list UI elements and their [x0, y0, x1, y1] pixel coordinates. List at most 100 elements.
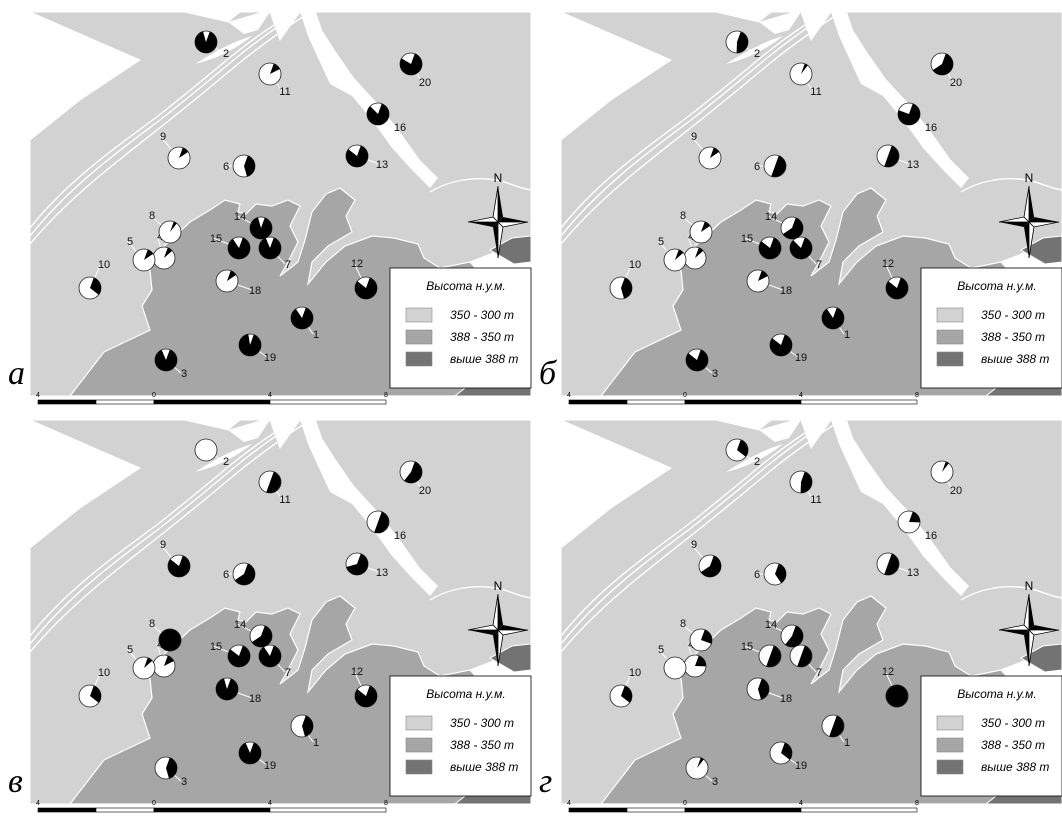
scale-bar: 4 0 4 8	[567, 800, 919, 813]
site-number: 2	[754, 48, 760, 60]
site-pie-dark	[354, 277, 377, 300]
site-marker: 11	[258, 62, 291, 98]
site-marker: 3	[685, 756, 718, 788]
site-number: 10	[629, 667, 641, 679]
scale-bar-segment	[626, 399, 686, 405]
site-number: 12	[882, 258, 894, 270]
site-marker: 16	[897, 510, 937, 542]
site-number: 13	[376, 567, 388, 579]
terrain	[561, 12, 1062, 396]
site-pie-dark	[144, 249, 154, 260]
shoreline	[960, 586, 1062, 601]
site-marker: 14	[234, 211, 273, 240]
site-pie-dark	[758, 678, 769, 700]
site-number: 12	[351, 666, 363, 678]
site-pie-dark	[781, 742, 792, 760]
river-line	[30, 12, 301, 237]
site-pie-dark	[290, 307, 313, 330]
site-pie-dark	[270, 63, 280, 74]
site-number: 8	[149, 618, 155, 630]
legend-item-label: 388 - 350 m	[450, 738, 514, 752]
site-marker: 12	[882, 666, 909, 708]
site-number: 19	[264, 760, 276, 772]
high-elevation-area	[1019, 643, 1062, 673]
north-arrow-icon: N	[998, 579, 1060, 667]
site-pie-dark	[258, 645, 281, 668]
site-number: 16	[394, 122, 406, 134]
site-number: 14	[765, 211, 777, 223]
site-pie-dark	[675, 249, 684, 260]
site-pie-dark	[400, 53, 423, 76]
site-number: 3	[181, 776, 187, 788]
site-number: 8	[680, 618, 686, 630]
site-number: 3	[712, 776, 718, 788]
site-number: 1	[313, 329, 319, 341]
site-number: 12	[882, 666, 894, 678]
site-number: 10	[98, 259, 110, 271]
site-pie-dark	[736, 31, 748, 53]
site-number: 7	[285, 667, 291, 679]
site-marker: 9	[690, 539, 722, 578]
scale-bar-segment	[153, 807, 271, 813]
site-number: 11	[810, 494, 821, 506]
site-marker: 12	[351, 666, 378, 708]
map-panel: 12345678910111213141516181920NВысота н.у…	[539, 420, 1062, 813]
site-pie-light	[194, 438, 218, 462]
site-number: 7	[816, 667, 822, 679]
river-line	[30, 423, 305, 653]
site-pie-dark	[367, 103, 390, 126]
open-water-area	[300, 420, 438, 596]
site-marker: 10	[78, 667, 110, 708]
site-marker: 18	[215, 677, 261, 705]
site-marker: 20	[930, 52, 962, 89]
scale-bar: 4 0 4 8	[36, 800, 388, 813]
site-number: 6	[223, 161, 229, 173]
site-marker: 5	[657, 236, 687, 272]
site-pie-dark	[244, 155, 255, 177]
site-marker: 12	[882, 258, 909, 300]
site-marker: 1	[821, 306, 850, 341]
site-number: 5	[127, 644, 133, 656]
legend-swatch	[405, 737, 433, 753]
site-marker: 16	[366, 510, 406, 542]
site-pie-dark	[829, 715, 844, 737]
legend-item-label: 388 - 350 m	[450, 330, 514, 344]
site-number: 1	[313, 737, 319, 749]
site-number: 9	[691, 539, 697, 551]
site-number: 5	[127, 236, 133, 248]
river-line	[561, 420, 832, 645]
site-pie-dark	[90, 685, 101, 703]
site-marker: 5	[126, 644, 156, 680]
site-marker: 3	[685, 348, 718, 380]
site-marker: 7	[258, 644, 291, 679]
scale-bar-label: 4	[268, 800, 272, 807]
site-pie-dark	[801, 63, 808, 74]
site-marker: 14	[765, 211, 804, 240]
site-pie-dark	[771, 155, 786, 177]
site-marker: 6	[223, 154, 256, 178]
site-pie-dark	[775, 563, 786, 584]
site-pie-dark	[238, 334, 261, 357]
site-number: 16	[394, 530, 406, 542]
site-pie-dark	[884, 145, 899, 167]
site-number: 14	[765, 619, 777, 631]
legend-swatch	[405, 715, 433, 731]
inlet-area	[759, 420, 801, 442]
site-number: 7	[816, 259, 822, 271]
site-pie-dark	[885, 277, 908, 300]
scale-bar-label: 4	[567, 800, 571, 807]
scale-bar-label: 8	[915, 800, 919, 807]
site-marker: 3	[154, 756, 187, 788]
legend-box	[389, 675, 532, 797]
site-pie-dark	[697, 757, 704, 768]
site-number: 8	[680, 210, 686, 222]
scale-bar-label: 4	[567, 392, 571, 399]
site-pie-dark	[249, 217, 272, 240]
site-number: 13	[376, 159, 388, 171]
site-pie-dark	[942, 461, 949, 472]
site-marker: 3	[154, 348, 187, 380]
river-line	[30, 12, 297, 229]
site-marker: 11	[789, 470, 822, 506]
site-pie-dark	[345, 145, 368, 168]
site-pie-dark	[885, 684, 909, 708]
